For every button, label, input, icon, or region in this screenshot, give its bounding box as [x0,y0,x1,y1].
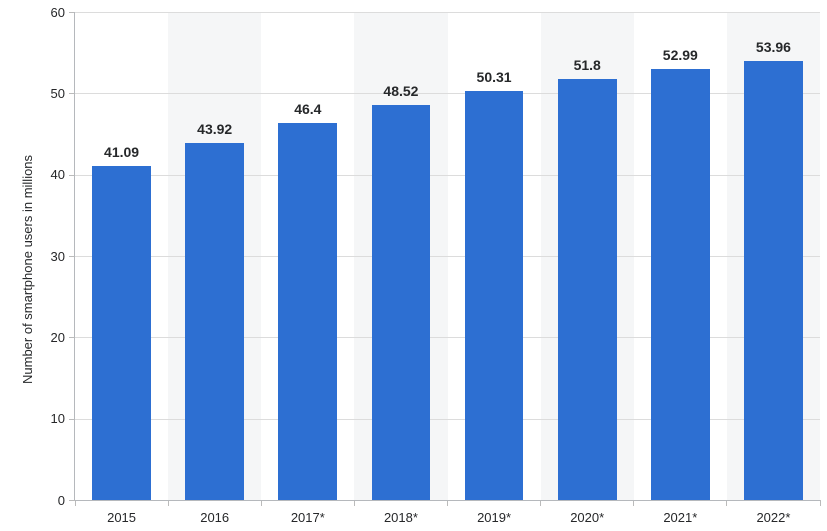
bar [744,61,803,500]
x-tick-label: 2015 [75,510,168,525]
bar [185,143,244,500]
y-axis-title: Number of smartphone users in millions [20,155,35,384]
x-tick-label: 2021* [634,510,727,525]
y-tick-label: 50 [51,86,65,101]
x-tick-label: 2019* [448,510,541,525]
plot-area [75,12,820,500]
bar-value-label: 53.96 [727,39,820,55]
bar [372,105,431,500]
x-tick-label: 2022* [727,510,820,525]
y-tick-label: 0 [58,493,65,508]
bar-value-label: 46.4 [261,101,354,117]
y-axis-line [74,12,75,500]
bar [651,69,710,500]
bar-value-label: 43.92 [168,121,261,137]
grid-line [75,12,820,13]
y-tick-label: 60 [51,5,65,20]
y-tick-label: 30 [51,249,65,264]
bar-chart: 0 10 20 30 40 50 60 41.09 2015 43.92 2016 46.4 2017… [0,0,827,531]
bar-value-label: 48.52 [354,83,447,99]
x-axis-line [75,500,820,501]
bar [278,123,337,500]
bar [465,91,524,500]
bar-value-label: 52.99 [634,47,727,63]
x-tick-label: 2020* [541,510,634,525]
x-tick-label: 2016 [168,510,261,525]
bar-value-label: 41.09 [75,144,168,160]
bar-value-label: 51.8 [541,57,634,73]
y-tick-label: 20 [51,330,65,345]
x-tick-label: 2017* [261,510,354,525]
bar [92,166,151,500]
x-tick-label: 2018* [354,510,447,525]
y-tick-label: 10 [51,411,65,426]
bar [558,79,617,500]
y-tick-label: 40 [51,167,65,182]
bar-value-label: 50.31 [448,69,541,85]
